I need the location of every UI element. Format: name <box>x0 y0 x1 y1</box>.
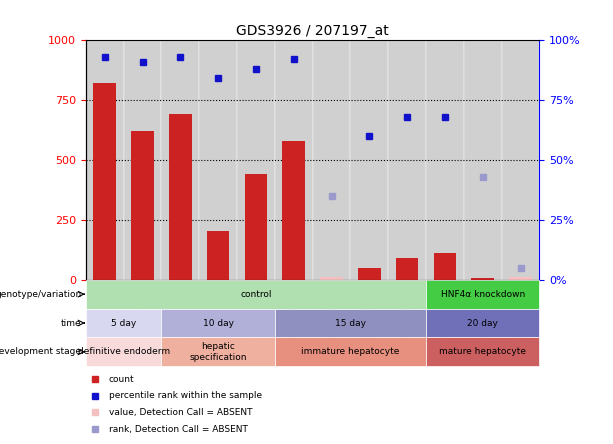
Bar <box>86 309 161 337</box>
Bar <box>501 40 539 280</box>
Title: GDS3926 / 207197_at: GDS3926 / 207197_at <box>236 24 389 38</box>
Bar <box>464 40 501 280</box>
Bar <box>313 40 351 280</box>
Bar <box>509 277 532 280</box>
Text: HNF4α knockdown: HNF4α knockdown <box>441 289 525 299</box>
Bar <box>426 40 464 280</box>
Bar <box>207 230 229 280</box>
Text: control: control <box>240 289 272 299</box>
Bar <box>275 337 426 366</box>
Bar <box>237 40 275 280</box>
Bar <box>161 40 199 280</box>
Bar <box>283 141 305 280</box>
Text: hepatic
specification: hepatic specification <box>189 342 247 361</box>
Bar <box>199 40 237 280</box>
Bar <box>433 254 456 280</box>
Text: development stage: development stage <box>0 347 82 357</box>
Bar <box>396 258 419 280</box>
Text: time: time <box>61 318 82 328</box>
Bar <box>388 40 426 280</box>
Bar <box>426 337 539 366</box>
Text: definitive endoderm: definitive endoderm <box>78 347 170 357</box>
Text: 20 day: 20 day <box>467 318 498 328</box>
Text: 10 day: 10 day <box>203 318 234 328</box>
Bar <box>275 309 426 337</box>
Bar <box>471 278 494 280</box>
Bar <box>426 280 539 309</box>
Bar <box>93 83 116 280</box>
Bar <box>131 131 154 280</box>
Bar <box>358 268 381 280</box>
Bar <box>351 40 388 280</box>
Bar <box>169 114 192 280</box>
Bar <box>426 309 539 337</box>
Text: percentile rank within the sample: percentile rank within the sample <box>109 391 262 400</box>
Bar <box>161 309 275 337</box>
Text: 5 day: 5 day <box>111 318 136 328</box>
Text: count: count <box>109 375 134 384</box>
Text: value, Detection Call = ABSENT: value, Detection Call = ABSENT <box>109 408 252 417</box>
Bar <box>86 40 124 280</box>
Text: 15 day: 15 day <box>335 318 366 328</box>
Bar <box>320 278 343 280</box>
Bar <box>161 337 275 366</box>
Bar <box>245 174 267 280</box>
Text: mature hepatocyte: mature hepatocyte <box>440 347 526 357</box>
Bar <box>275 40 313 280</box>
Bar <box>124 40 161 280</box>
Text: immature hepatocyte: immature hepatocyte <box>301 347 400 357</box>
Bar <box>86 337 161 366</box>
Bar <box>86 280 426 309</box>
Text: genotype/variation: genotype/variation <box>0 289 82 299</box>
Text: rank, Detection Call = ABSENT: rank, Detection Call = ABSENT <box>109 424 248 433</box>
